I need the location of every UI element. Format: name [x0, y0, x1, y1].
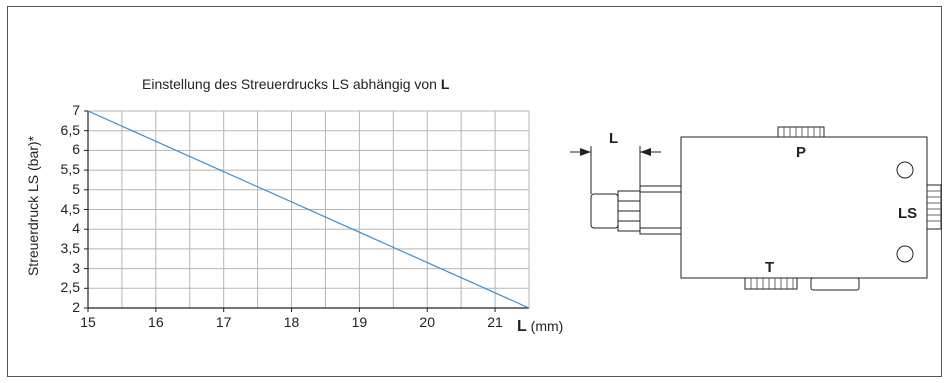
y-tick-label: 5	[72, 180, 80, 197]
y-tick-label: 7	[72, 102, 80, 118]
dimension-label-l: L	[609, 130, 619, 147]
x-tick-label: 20	[419, 314, 436, 330]
port-t-fitting	[744, 277, 798, 290]
adjuster-sleeve	[639, 185, 682, 235]
port-label-ls: LS	[898, 205, 918, 222]
y-axis-label: Streuerdruck LS (bar)*	[25, 135, 41, 277]
x-tick-label: 16	[148, 314, 164, 330]
valve-diagram	[570, 126, 942, 291]
port-ls-fitting	[926, 184, 942, 230]
y-tick-label: 2,5	[60, 279, 80, 296]
port-label-p: P	[796, 144, 807, 161]
x-tick-label: 19	[351, 314, 368, 330]
adjuster-cap	[590, 193, 619, 229]
x-tick-label: 15	[80, 314, 96, 330]
bottom-plug	[810, 277, 860, 291]
port-p-fitting	[777, 126, 825, 138]
y-tick-label: 3,5	[60, 239, 80, 256]
y-tick-label: 4	[72, 220, 80, 237]
y-tick-label: 6	[72, 141, 80, 158]
y-tick-label: 3	[72, 259, 80, 276]
chart-title: Einstellung des Streuerdrucks LS abhängi…	[142, 76, 450, 92]
port-label-t: T	[765, 259, 775, 276]
plot-area	[84, 110, 530, 312]
mounting-hole-bottom	[896, 245, 914, 263]
series-line	[87, 110, 530, 309]
x-axis-label: L (mm)	[517, 318, 564, 335]
y-tick-label: 2	[72, 299, 80, 315]
y-tick-label: 4,5	[60, 200, 80, 217]
y-tick-label: 5,5	[60, 161, 80, 178]
x-tick-label: 17	[215, 314, 232, 330]
mounting-hole-top	[896, 161, 914, 179]
x-tick-label: 18	[283, 314, 300, 330]
x-tick-label: 21	[487, 314, 503, 330]
y-tick-label: 6,5	[60, 121, 80, 138]
